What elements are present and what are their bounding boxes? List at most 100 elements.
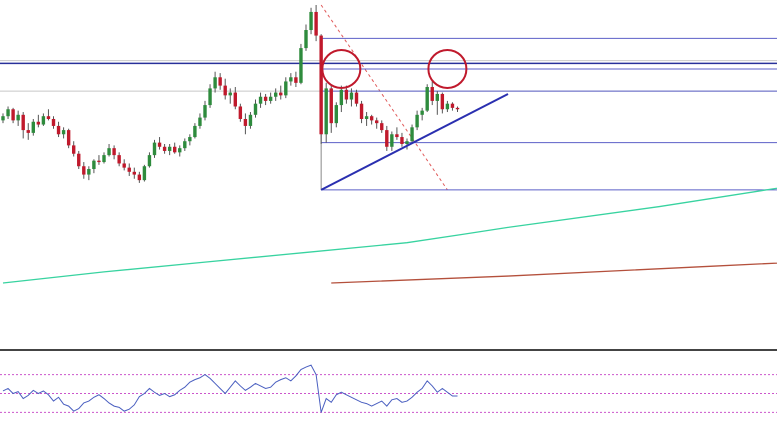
candle-body-12 (61, 130, 66, 135)
candle-21 (107, 144, 111, 157)
candle-44 (223, 78, 227, 100)
candle-body-10 (51, 118, 56, 126)
candle-body-13 (66, 130, 71, 146)
candle-89 (450, 102, 455, 111)
candle-1 (6, 106, 10, 119)
candle-body-42 (213, 77, 217, 89)
candle-body-21 (107, 148, 111, 156)
candle-body-32 (162, 146, 167, 151)
candle-body-35 (178, 148, 182, 153)
candle-body-2 (11, 109, 15, 121)
candle-8 (41, 113, 46, 126)
candle-body-83 (420, 110, 424, 115)
candle-body-47 (238, 106, 243, 119)
candle-body-9 (46, 116, 51, 119)
candle-body-19 (97, 160, 101, 163)
candle-body-26 (132, 171, 136, 175)
candle-body-69 (349, 92, 354, 100)
candle-body-60 (304, 30, 308, 49)
candle-47 (238, 103, 243, 122)
candle-15 (77, 150, 81, 170)
candle-body-85 (430, 87, 434, 101)
candle-body-79 (400, 137, 404, 144)
candle-body-39 (198, 117, 202, 126)
candle-body-84 (425, 87, 429, 111)
candle-body-46 (233, 92, 237, 107)
candle-body-49 (248, 114, 253, 126)
candle-body-23 (117, 155, 121, 164)
candle-body-56 (284, 81, 288, 96)
candle-body-72 (364, 116, 369, 119)
candle-body-7 (36, 121, 41, 125)
candle-body-14 (72, 145, 76, 154)
candle-body-87 (440, 93, 445, 110)
candle-12 (61, 127, 66, 139)
sma-slow-line (331, 262, 777, 284)
candle-body-65 (329, 88, 333, 124)
candle-42 (213, 71, 217, 93)
candle-53 (268, 92, 273, 104)
candle-body-59 (299, 48, 303, 83)
candle-body-40 (203, 105, 207, 118)
candle-body-36 (183, 141, 187, 149)
candle-58 (294, 71, 298, 88)
candle-70 (354, 89, 359, 107)
candle-48 (243, 113, 248, 135)
candle-2 (11, 107, 15, 124)
highlight-circle-0 (321, 48, 362, 89)
candle-body-67 (339, 89, 344, 106)
candle-7 (36, 114, 41, 128)
candle-85 (430, 80, 434, 106)
candle-body-24 (122, 163, 126, 168)
candle-body-43 (218, 77, 222, 86)
candle-body-1 (6, 109, 10, 117)
candle-50 (253, 99, 258, 118)
candle-34 (173, 142, 177, 154)
candle-body-58 (294, 77, 298, 83)
candle-body-16 (82, 166, 86, 175)
candle-72 (364, 112, 369, 126)
candle-body-27 (137, 174, 142, 181)
candle-73 (369, 114, 374, 125)
candle-61 (309, 7, 313, 35)
candle-body-3 (16, 114, 20, 121)
candle-28 (142, 164, 147, 182)
candle-66 (334, 102, 338, 128)
candle-33 (167, 144, 172, 156)
candle-body-76 (385, 130, 389, 147)
candle-body-17 (87, 169, 91, 175)
candle-body-80 (405, 141, 409, 144)
candle-13 (66, 128, 71, 149)
candle-60 (304, 24, 308, 51)
candle-body-6 (31, 121, 35, 133)
candle-body-62 (314, 11, 318, 36)
candle-body-38 (193, 125, 197, 138)
candle-body-55 (279, 92, 283, 96)
candle-81 (410, 124, 414, 144)
candle-body-50 (253, 103, 258, 115)
candle-body-25 (127, 167, 131, 172)
candle-body-52 (263, 96, 268, 101)
candle-80 (405, 138, 409, 150)
candle-18 (92, 159, 96, 174)
candle-10 (51, 116, 56, 129)
candle-32 (162, 144, 167, 154)
candle-69 (349, 88, 354, 107)
candle-88 (445, 100, 450, 113)
candle-body-28 (142, 166, 147, 181)
candle-52 (263, 93, 268, 106)
candle-body-68 (344, 89, 349, 100)
sma-fast-line (2, 187, 777, 284)
candle-49 (248, 112, 253, 129)
candle-39 (198, 113, 202, 129)
candle-43 (218, 73, 222, 90)
candle-body-70 (354, 92, 359, 104)
candle-40 (203, 100, 207, 121)
candle-6 (31, 118, 35, 136)
candle-body-75 (380, 123, 384, 131)
highlight-circle-1 (427, 48, 468, 89)
fib-diagonal-layer (320, 4, 448, 191)
candle-4 (21, 112, 25, 139)
candle-5 (26, 123, 30, 140)
candle-body-22 (112, 148, 116, 156)
